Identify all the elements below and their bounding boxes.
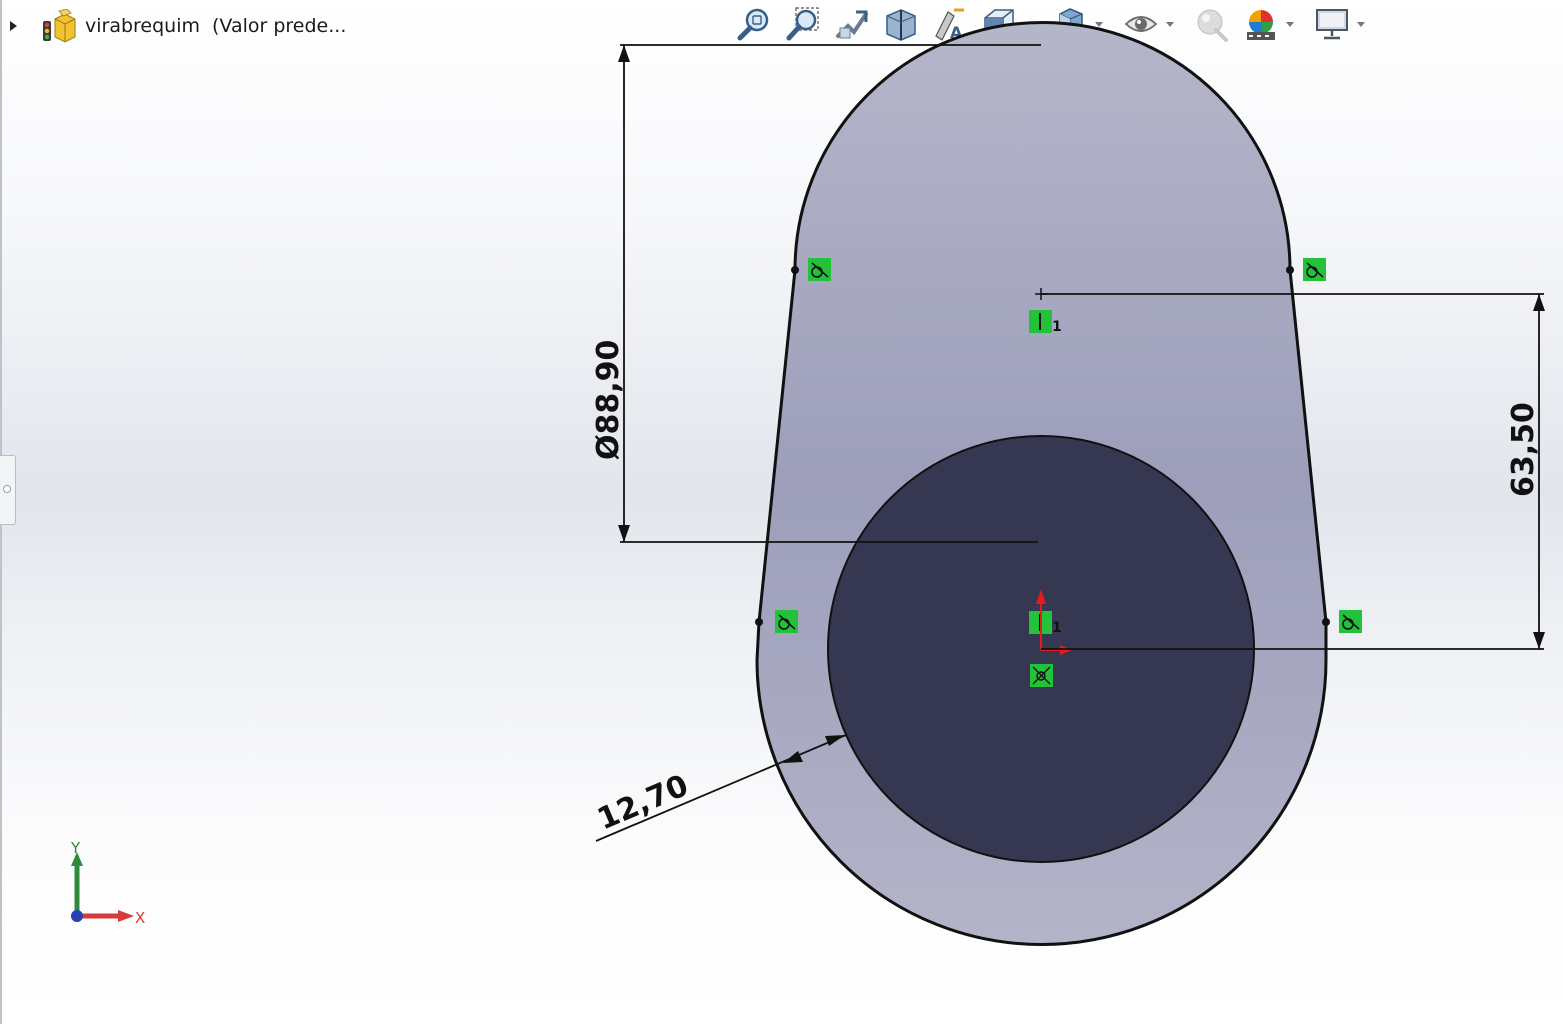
appearance-icon (1197, 9, 1228, 42)
view-settings-button[interactable] (1312, 4, 1352, 44)
panel-collapse-handle[interactable] (0, 455, 16, 525)
diameter-dimension[interactable]: Ø88,90 (591, 44, 1041, 543)
tangent-relation-icon[interactable] (775, 610, 798, 633)
center-distance-dimension-text[interactable]: 63,50 (1506, 402, 1541, 497)
sketch-point[interactable] (791, 266, 799, 274)
monitor-icon (1316, 9, 1348, 40)
hide-show-dropdown-icon[interactable] (1166, 21, 1174, 27)
tangent-relation-icon[interactable] (1303, 258, 1326, 281)
vertical-relation-icon[interactable]: 1 (1029, 310, 1062, 335)
coincident-relation-icon[interactable] (1030, 664, 1053, 687)
triad-y-label: Y (70, 839, 81, 857)
sketch-origin-icon[interactable] (1036, 589, 1072, 655)
center-distance-dimension[interactable]: 63,50 (1041, 293, 1545, 650)
sketch-point[interactable] (1322, 618, 1330, 626)
diameter-dimension-text[interactable]: Ø88,90 (591, 340, 626, 460)
previous-view-icon (836, 10, 868, 39)
scene-icon (1247, 10, 1275, 40)
sketch-point[interactable] (755, 618, 763, 626)
heads-up-view-toolbar: A (734, 2, 1383, 46)
zoom-to-area-button[interactable] (783, 4, 823, 44)
eye-icon (1124, 16, 1158, 32)
tangent-relation-icon[interactable] (808, 258, 831, 281)
zoom-to-fit-icon (737, 8, 769, 41)
handle-dot-icon (3, 485, 11, 493)
part-name: virabrequim (85, 15, 201, 37)
section-view-icon (886, 9, 916, 41)
configuration-name: (Valor prede... (212, 15, 347, 37)
vertical-relation-index: 1 (1052, 319, 1062, 335)
vertical-relation-index: 1 (1052, 620, 1062, 636)
tangent-relation-icon[interactable] (1339, 610, 1362, 633)
apply-scene-dropdown-icon[interactable] (1286, 21, 1294, 27)
zoom-to-area-icon (786, 7, 819, 41)
display-style-dropdown-icon[interactable] (1095, 21, 1103, 27)
reference-triad[interactable]: Y X (70, 839, 145, 927)
view-settings-dropdown-icon[interactable] (1357, 21, 1365, 27)
hide-show-items-button[interactable] (1121, 4, 1161, 44)
part-icon (43, 9, 76, 43)
feature-tree-root[interactable]: virabrequim (Valor prede... (10, 8, 346, 44)
edit-appearance-button[interactable] (1192, 4, 1232, 44)
sketch-point[interactable] (1286, 266, 1294, 274)
apply-scene-button[interactable] (1241, 4, 1281, 44)
zoom-to-fit-button[interactable] (734, 4, 774, 44)
section-view-button[interactable] (881, 4, 921, 44)
expand-arrow-icon[interactable] (10, 21, 17, 31)
triad-x-label: X (135, 909, 145, 927)
offset-dimension-text[interactable]: 12,70 (592, 768, 693, 837)
previous-view-button[interactable] (832, 4, 872, 44)
